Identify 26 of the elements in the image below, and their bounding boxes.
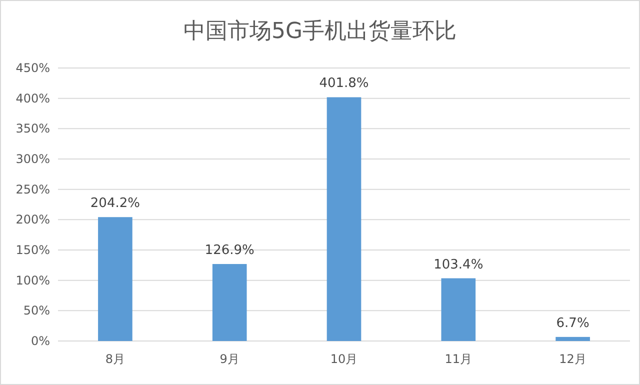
bar <box>556 336 590 341</box>
x-tick-label: 10月 <box>330 352 358 366</box>
y-tick-label: 150% <box>16 243 50 257</box>
bar <box>441 278 476 341</box>
data-label: 103.4% <box>434 257 484 272</box>
bar <box>212 264 247 341</box>
data-label: 126.9% <box>204 243 254 258</box>
bar <box>98 217 132 341</box>
y-tick-label: 400% <box>16 91 50 106</box>
y-tick-label: 250% <box>16 182 50 196</box>
y-tick-label: 0% <box>30 334 50 348</box>
data-label: 401.8% <box>319 76 369 92</box>
y-tick-label: 50% <box>23 304 50 318</box>
x-tick-label: 12月 <box>559 352 586 366</box>
y-tick-label: 350% <box>16 122 50 136</box>
x-tick-label: 8月 <box>105 352 126 366</box>
y-tick-label: 450% <box>16 61 50 75</box>
y-tick-label: 100% <box>16 273 50 288</box>
y-tick-label: 300% <box>16 152 50 166</box>
x-tick-label: 11月 <box>444 352 472 366</box>
y-tick-label: 200% <box>16 212 50 227</box>
chart-title: 中国市场5G手机出货量环比 <box>183 19 457 44</box>
data-label: 204.2% <box>90 196 140 212</box>
data-label: 6.7% <box>556 316 590 331</box>
x-tick-label: 9月 <box>220 352 240 366</box>
bar <box>326 97 362 341</box>
